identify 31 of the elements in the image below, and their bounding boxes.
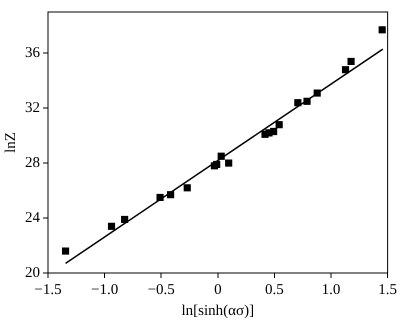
point [213, 160, 220, 168]
y-tick-label: 20 [25, 264, 40, 281]
point [62, 247, 70, 255]
point [218, 152, 225, 160]
point [184, 184, 191, 192]
y-tick-label: 24 [25, 210, 40, 226]
point [108, 222, 116, 230]
point [167, 191, 174, 198]
point [378, 26, 386, 34]
point [276, 121, 283, 128]
point [121, 216, 128, 224]
y-tick-label: 36 [25, 45, 40, 62]
point [342, 66, 350, 74]
x-tick-label: 0.5 [265, 282, 284, 298]
y-axis-title: lnZ [2, 132, 19, 153]
point [294, 99, 302, 106]
x-tick-label: 0 [214, 282, 222, 298]
x-tick-label: −1.0 [90, 282, 118, 298]
y-tick-label: 28 [25, 155, 40, 172]
x-tick-label: 1.0 [322, 282, 340, 298]
x-tick-label: −1.5 [34, 282, 62, 298]
y-tick-label: 32 [25, 100, 40, 116]
point [225, 160, 232, 167]
x-axis-title: ln[sinh(ασ)] [182, 302, 254, 319]
x-tick-label: 1.5 [378, 282, 397, 298]
point [303, 98, 311, 105]
x-tick-label: −0.5 [148, 282, 175, 298]
point [314, 89, 321, 97]
point [270, 128, 278, 136]
point [156, 194, 164, 202]
point [347, 58, 355, 66]
